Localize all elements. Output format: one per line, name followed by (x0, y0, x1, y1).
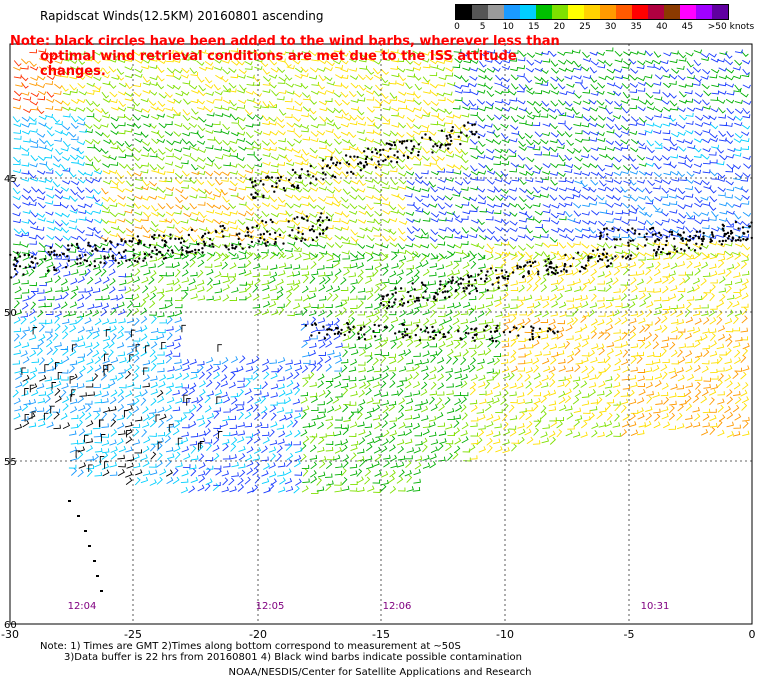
time-labels: 12:04 12:05 12:06 10:31 (68, 601, 670, 612)
longitude-label: -15 (372, 628, 390, 641)
latitude-labels: 45 50 55 60 (4, 174, 17, 631)
footer-note-2: 3)Data buffer is 22 hrs from 20160801 4)… (64, 652, 522, 663)
scale-label: 45 (681, 22, 694, 32)
longitude-label: -10 (496, 628, 514, 641)
scale-swatch (712, 5, 728, 19)
map-grid (10, 44, 752, 624)
footer-credit: NOAA/NESDIS/Center for Satellite Applica… (228, 667, 532, 678)
longitude-label: -5 (624, 628, 635, 641)
map-frame (9, 43, 753, 625)
time-label: 10:31 (641, 601, 670, 612)
contamination-circles (9, 121, 753, 343)
color-scale-bar (455, 4, 729, 20)
wind-barbs (12, 47, 752, 592)
wind-barb-group (13, 116, 752, 484)
scale-swatch (456, 5, 472, 19)
scale-swatch (696, 5, 712, 19)
time-label: 12:04 (68, 601, 97, 612)
wind-barb-group (61, 49, 750, 494)
track-point (100, 590, 103, 592)
contamination-circle-band (9, 212, 331, 279)
track-point (77, 515, 80, 517)
color-scale-labels: 0 5 10 15 20 25 30 35 40 45 >50 knots (454, 20, 754, 34)
scale-swatch (552, 5, 568, 19)
scale-label: 30 (604, 22, 617, 32)
scale-swatch (584, 5, 600, 19)
latitude-label: 55 (4, 457, 17, 468)
scale-swatch (568, 5, 584, 19)
scale-swatch (520, 5, 536, 19)
map-title: Rapidscat Winds(12.5KM) 20160801 ascendi… (40, 9, 324, 23)
scale-swatch (600, 5, 616, 19)
latitude-label: 60 (4, 620, 17, 631)
scale-swatch (680, 5, 696, 19)
scale-label: 5 (479, 22, 486, 32)
note-line-1: Note: black circles have been added to t… (10, 34, 560, 49)
wind-barb-group (12, 48, 61, 115)
scale-label: 40 (656, 22, 668, 32)
scale-label: >50 knots (707, 22, 755, 32)
scale-swatch (488, 5, 504, 19)
track-point (68, 500, 71, 502)
contaminated-barbs (21, 324, 223, 472)
latitude-label: 50 (4, 308, 17, 319)
longitude-labels: -30 -25 -20 -15 -10 -5 0 (1, 628, 755, 641)
scale-label: 25 (579, 22, 591, 32)
scale-swatch (616, 5, 632, 19)
scale-label: 10 (502, 22, 514, 32)
wind-speed-color-scale: 0 5 10 15 20 25 30 35 40 45 >50 knots (454, 4, 754, 34)
scale-swatch (472, 5, 488, 19)
scale-swatch (536, 5, 552, 19)
scale-swatch (648, 5, 664, 19)
wind-barb-group (12, 57, 750, 437)
scale-swatch (632, 5, 648, 19)
latitude-label: 45 (4, 174, 17, 185)
track-point (93, 560, 96, 562)
scale-label: 15 (528, 22, 540, 32)
longitude-label: -25 (124, 628, 142, 641)
scale-swatch (504, 5, 520, 19)
time-label: 12:06 (383, 601, 412, 612)
wind-barb-group (14, 370, 173, 485)
longitude-label: -30 (1, 628, 19, 641)
attitude-note: Note: black circles have been added to t… (10, 34, 570, 79)
longitude-label: -20 (249, 628, 267, 641)
track-point (84, 530, 87, 532)
wind-barb-group (12, 49, 752, 494)
scale-label: 20 (553, 22, 566, 32)
time-label: 12:05 (256, 601, 285, 612)
footer-note-1: Note: 1) Times are GMT 2)Times along bot… (40, 641, 461, 652)
wind-barb-group (12, 47, 750, 492)
scale-label: 35 (630, 22, 642, 32)
longitude-label: 0 (749, 628, 756, 641)
scale-label: 0 (454, 22, 460, 32)
track-point (96, 575, 99, 577)
note-line-2: optimal wind retrieval conditions are me… (40, 49, 517, 79)
contamination-circle-band (379, 220, 753, 310)
scale-swatch (664, 5, 680, 19)
track-point (88, 545, 91, 547)
